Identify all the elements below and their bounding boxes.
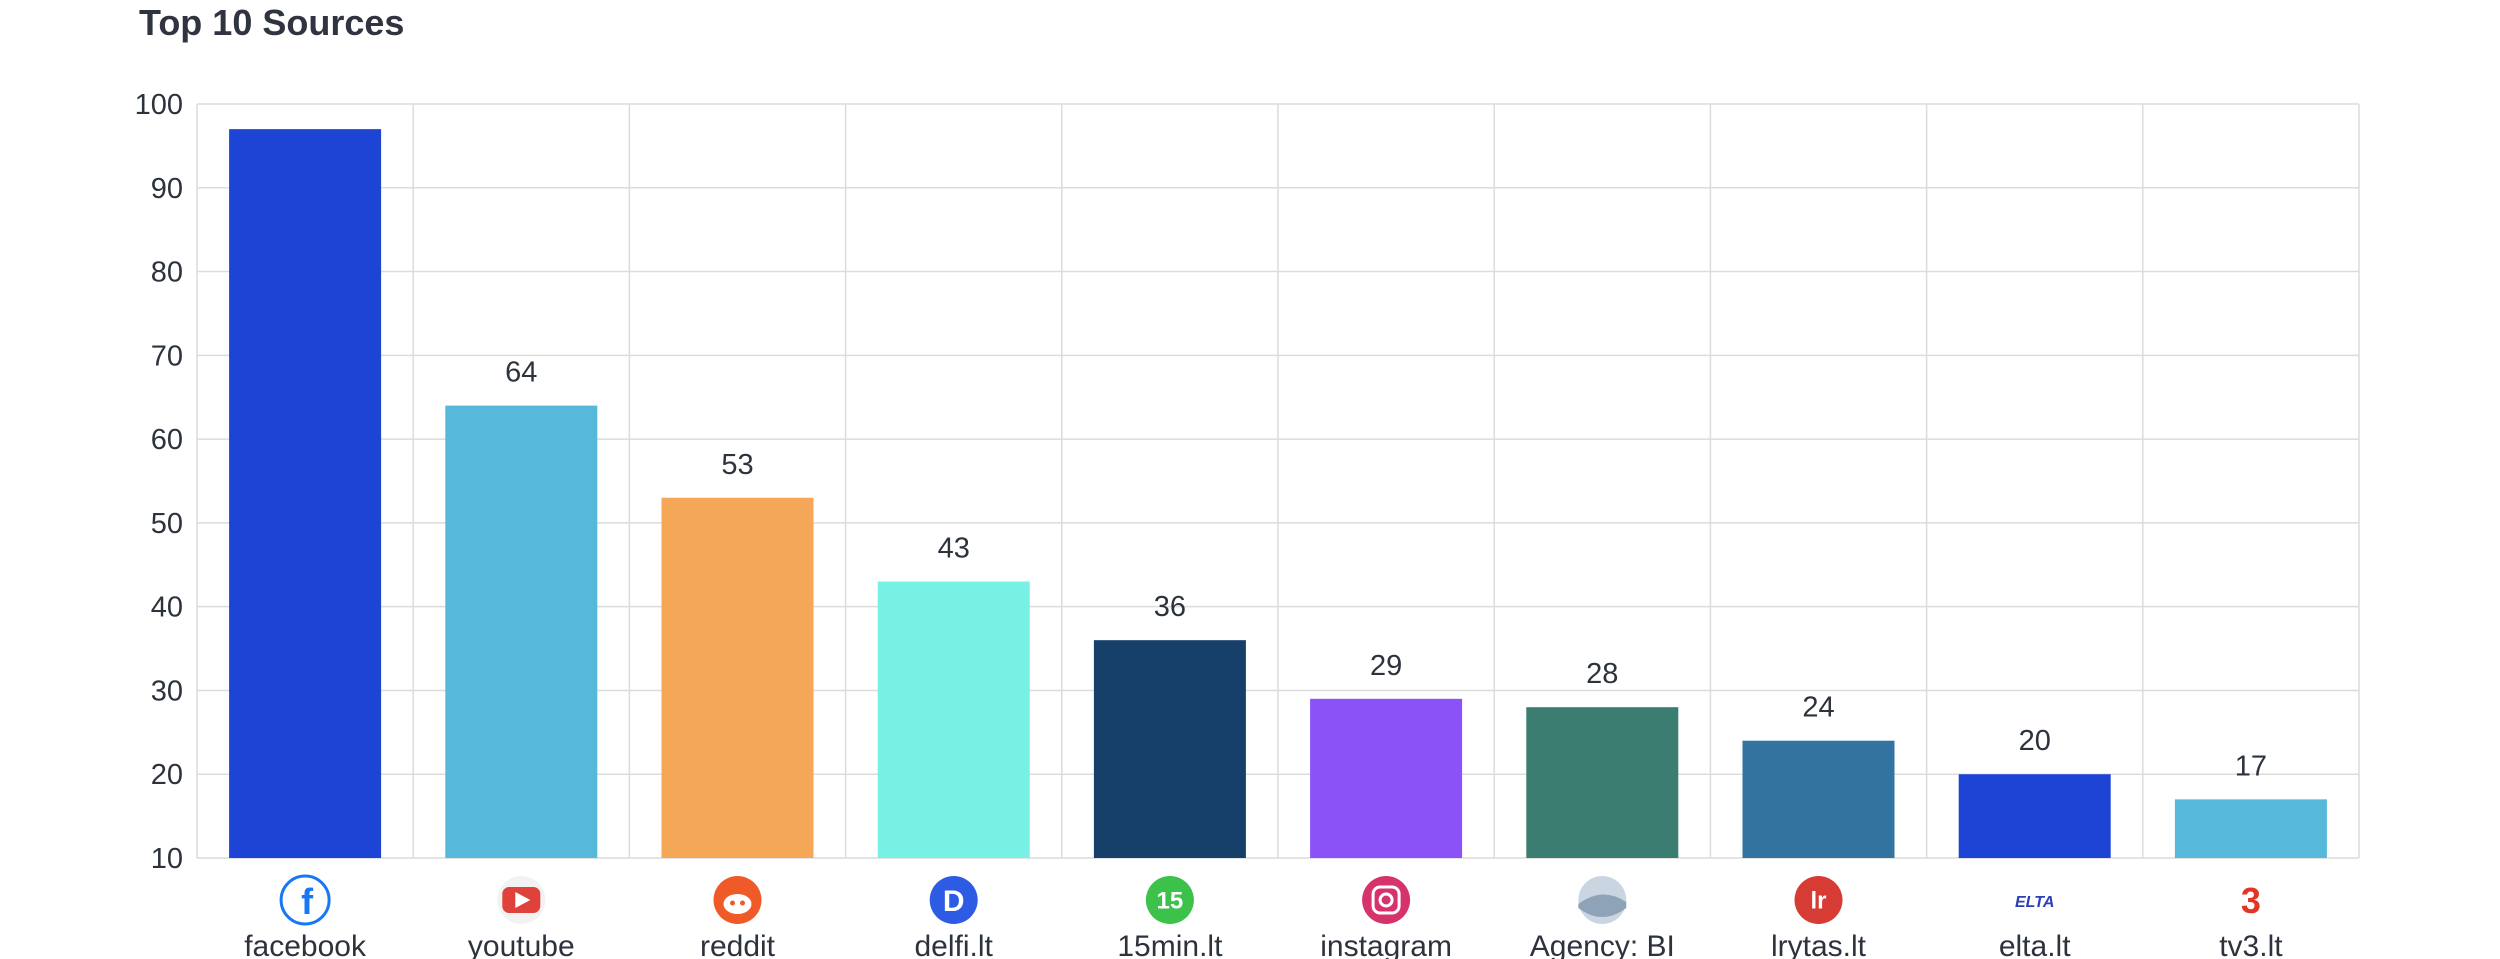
category-label: facebook bbox=[244, 930, 367, 959]
y-tick-label: 70 bbox=[151, 340, 183, 372]
data-label: 28 bbox=[1586, 658, 1618, 690]
elta-icon: ELTA bbox=[2015, 894, 2054, 911]
bar bbox=[229, 129, 382, 859]
delfi-icon-glyph: D bbox=[943, 885, 965, 918]
bar bbox=[661, 497, 814, 858]
y-tick-label: 80 bbox=[151, 257, 183, 289]
agency-avatar-icon bbox=[1578, 876, 1627, 924]
agency-avatar-shape bbox=[1578, 894, 1627, 917]
elta-icon-text: ELTA bbox=[2015, 894, 2054, 911]
chart-title: Top 10 Sources bbox=[139, 2, 405, 43]
lrytas-icon-glyph: lr bbox=[1810, 888, 1826, 915]
instagram-icon-frame bbox=[1371, 885, 1401, 915]
data-label: 53 bbox=[721, 449, 753, 481]
data-label: 64 bbox=[505, 357, 537, 389]
reddit-icon-eye bbox=[730, 900, 735, 906]
category-label: reddit bbox=[700, 930, 776, 959]
lrytas-icon-bg bbox=[1794, 876, 1843, 924]
y-tick-label: 60 bbox=[151, 424, 183, 456]
y-tick-label: 100 bbox=[135, 89, 183, 121]
category-label: elta.lt bbox=[1999, 930, 2071, 959]
tv3-icon: 3 bbox=[2241, 880, 2261, 921]
category-label: delfi.lt bbox=[915, 930, 994, 959]
bar bbox=[1526, 707, 1679, 858]
data-label: 36 bbox=[1154, 591, 1186, 623]
bar bbox=[445, 405, 598, 858]
y-tick-label: 10 bbox=[151, 843, 183, 875]
facebook-icon-ring bbox=[279, 874, 331, 926]
y-tick-label: 20 bbox=[151, 759, 183, 791]
data-label: 29 bbox=[1370, 650, 1402, 682]
bar bbox=[1742, 740, 1895, 858]
category-label: 15min.lt bbox=[1117, 930, 1223, 959]
category-label: Agency: BI bbox=[1530, 930, 1675, 959]
youtube-icon-play bbox=[515, 892, 531, 908]
lrytas-icon: lr bbox=[1794, 876, 1843, 924]
youtube-icon bbox=[497, 876, 546, 924]
reddit-icon bbox=[713, 876, 762, 924]
bar bbox=[1093, 640, 1246, 858]
instagram-icon-bg bbox=[1362, 876, 1411, 924]
category-label: tv3.lt bbox=[2219, 930, 2283, 959]
instagram-icon-lens bbox=[1378, 892, 1394, 908]
15min-icon-glyph: 15 bbox=[1157, 888, 1184, 915]
reddit-icon-face bbox=[723, 894, 752, 914]
delfi-icon: D bbox=[929, 876, 978, 924]
delfi-icon-bg bbox=[929, 876, 978, 924]
bar bbox=[1310, 698, 1463, 858]
data-label: 17 bbox=[2235, 750, 2267, 782]
reddit-icon-eye bbox=[740, 900, 745, 906]
y-tick-label: 30 bbox=[151, 675, 183, 707]
data-label: 24 bbox=[1802, 692, 1834, 724]
y-tick-label: 90 bbox=[151, 173, 183, 205]
category-label: lrytas.lt bbox=[1771, 930, 1867, 959]
bar bbox=[2174, 799, 2327, 858]
facebook-icon: f bbox=[279, 874, 331, 926]
instagram-icon bbox=[1362, 876, 1411, 924]
bar bbox=[1958, 774, 2111, 858]
y-tick-label: 50 bbox=[151, 508, 183, 540]
bar bbox=[877, 581, 1030, 858]
data-label: 43 bbox=[938, 533, 970, 565]
category-label: youtube bbox=[468, 930, 575, 959]
category-label: instagram bbox=[1320, 930, 1452, 959]
data-label: 20 bbox=[2019, 725, 2051, 757]
15min-icon: 15 bbox=[1145, 876, 1194, 924]
15min-icon-bg bbox=[1145, 876, 1194, 924]
y-tick-label: 40 bbox=[151, 592, 183, 624]
tv3-icon-glyph: 3 bbox=[2241, 880, 2261, 921]
facebook-icon-glyph: f bbox=[301, 881, 314, 922]
